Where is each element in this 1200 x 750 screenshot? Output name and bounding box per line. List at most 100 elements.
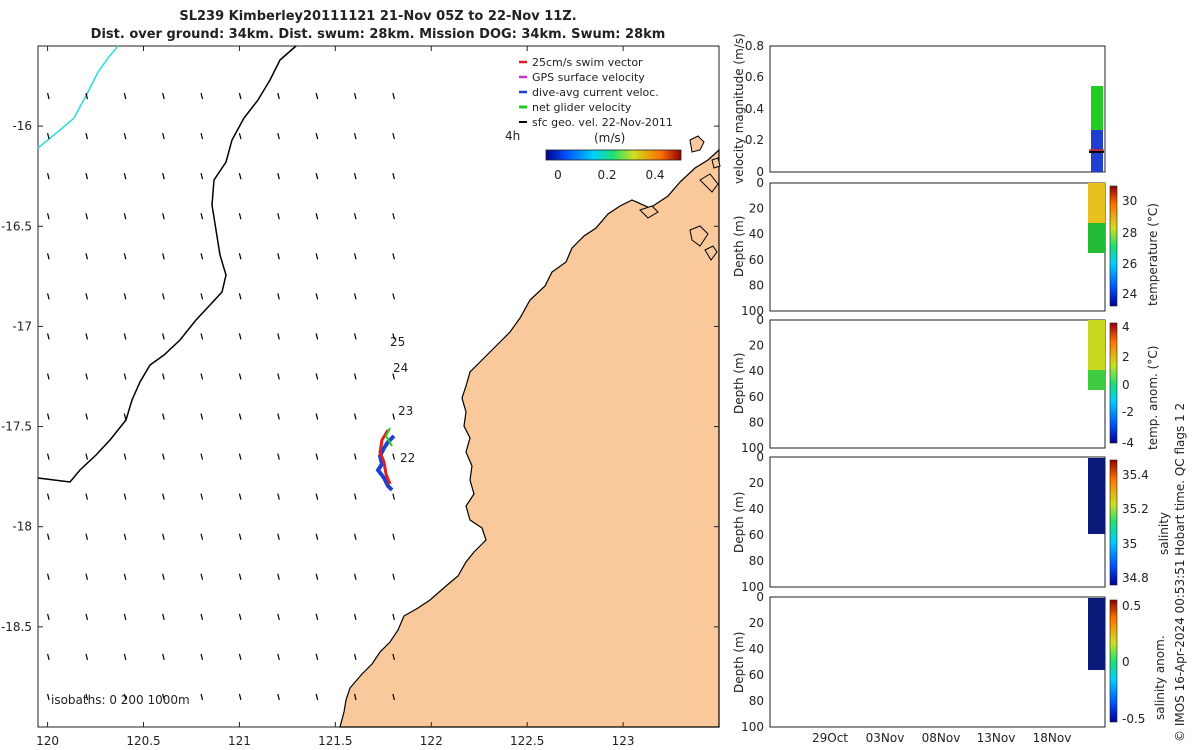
- depth-tick-label: 0: [756, 590, 764, 604]
- velocity-arrow: [315, 573, 319, 580]
- velocity-arrow: [123, 213, 127, 220]
- velocity-arrow: [47, 653, 50, 661]
- velocity-arrow: [353, 573, 357, 580]
- y-tick: 0.8: [745, 39, 764, 53]
- velocity-arrow: [85, 173, 89, 180]
- panel-frame: [769, 182, 1106, 312]
- velocity-arrow: [238, 373, 242, 380]
- velocity-arrow: [162, 653, 165, 661]
- velocity-arrow: [277, 213, 280, 220]
- cb-label: salinity: [1157, 512, 1171, 555]
- velocity-arrow: [392, 132, 395, 140]
- velocity-arrow: [392, 92, 395, 100]
- depth-tick-label: 40: [749, 364, 764, 378]
- velocity-arrow: [353, 693, 357, 701]
- legend-label: dive-avg current veloc.: [532, 86, 659, 99]
- profile-fill-bottom: [1088, 370, 1105, 390]
- velocity-arrow: [392, 453, 395, 460]
- profile-fill-bottom: [1088, 223, 1105, 253]
- lon-tick-label: 123: [612, 734, 635, 748]
- depth-tick-label: 100: [741, 720, 764, 734]
- velocity-arrow: [47, 493, 50, 500]
- velocity-arrow: [85, 213, 89, 220]
- velocity-arrow: [392, 533, 395, 540]
- depth-tick-label: 100: [741, 580, 764, 594]
- velocity-arrow: [200, 573, 204, 580]
- velocity-arrow: [47, 132, 50, 140]
- cb-tick: 0: [1122, 655, 1130, 669]
- velocity-arrow: [315, 173, 319, 180]
- velocity-arrow: [85, 413, 89, 420]
- velocity-arrow: [392, 173, 395, 180]
- velocity-arrow: [123, 493, 127, 500]
- cb-tick: -2: [1122, 405, 1134, 419]
- copyright-note: © IMOS 16-Apr-2024 00:53:51 Hobart time.…: [1173, 403, 1187, 742]
- velocity-arrow: [162, 293, 165, 300]
- velocity-arrow: [123, 653, 127, 661]
- velocity-arrow: [200, 132, 204, 140]
- isobath-200m: [37, 45, 297, 483]
- profile-fill: [1088, 598, 1105, 670]
- cb-tick: 28: [1122, 226, 1137, 240]
- depth-tick-label: 100: [741, 304, 764, 318]
- depth-tick-label: 60: [749, 253, 764, 267]
- velocity-arrow: [162, 613, 165, 620]
- cb-label: salinity anom.: [1153, 635, 1167, 720]
- depth-tick-label: 80: [749, 694, 764, 708]
- velocity-arrow: [47, 293, 50, 300]
- time-tick: 03Nov: [866, 731, 905, 745]
- lon-tick-label: 121: [228, 734, 251, 748]
- velocity-arrow: [162, 333, 165, 340]
- velocity-arrow: [200, 693, 204, 701]
- velocity-arrow: [353, 493, 357, 500]
- depth-axis-label: Depth (m): [732, 492, 746, 553]
- velocity-arrow: [353, 533, 357, 540]
- panel-frame: [769, 45, 1106, 173]
- cb-tick: 35: [1122, 537, 1137, 551]
- velocity-arrow: [123, 333, 127, 340]
- depth-tick-label: 100: [741, 441, 764, 455]
- lon-axis: 120 120.5 121 121.5 122 122.5 123: [36, 46, 635, 748]
- net-velocity-track: [384, 427, 393, 447]
- velocity-arrow: [162, 453, 165, 460]
- depth-axes: 0 20 40 60 80 100 Depth (m) 0 20 40 60 80 100 Depth (…: [732, 176, 764, 734]
- velocity-arrow: [277, 693, 280, 701]
- cb-tick: 30: [1122, 194, 1137, 208]
- velocity-arrow: [162, 173, 165, 180]
- velocity-arrow: [162, 533, 165, 540]
- y-tick: 0.6: [745, 70, 764, 84]
- depth-tick-label: 40: [749, 227, 764, 241]
- depth-axis-label: Depth (m): [732, 353, 746, 414]
- depth-axis-label: Depth (m): [732, 632, 746, 693]
- velocity-arrow: [353, 253, 357, 260]
- velocity-arrow: [353, 613, 357, 620]
- velocity-arrow: [85, 92, 89, 100]
- panel-frame: [769, 456, 1106, 588]
- velocity-arrow: [47, 453, 50, 460]
- day-label: 25: [390, 335, 405, 349]
- velocity-arrow: [277, 653, 280, 661]
- depth-tick-label: 60: [749, 390, 764, 404]
- velocity-arrow: [315, 92, 319, 100]
- day-labels: 25 24 23 22: [390, 335, 415, 465]
- velocity-arrow: [277, 533, 280, 540]
- velocity-arrow: [123, 533, 127, 540]
- velocity-arrow: [392, 253, 395, 260]
- velocity-arrow: [47, 373, 50, 380]
- velocity-arrow: [200, 453, 204, 460]
- velocity-arrow: [238, 253, 242, 260]
- velocity-arrow: [353, 132, 357, 140]
- time-scale-label: 4h: [505, 129, 520, 143]
- depth-tick-label: 0: [756, 450, 764, 464]
- velocity-arrow: [315, 373, 319, 380]
- velocity-arrow: [85, 533, 89, 540]
- lat-tick-label: -18.5: [1, 620, 32, 634]
- islands: [639, 135, 721, 261]
- lon-tick-label: 120: [36, 734, 59, 748]
- velocity-arrow: [47, 573, 50, 580]
- map-panel: 25 24 23 22 25cm/s swim vector GPS surfa…: [1, 45, 721, 748]
- velocity-arrow: [238, 493, 242, 500]
- time-tick: 08Nov: [922, 731, 961, 745]
- velocity-arrow: [353, 373, 357, 380]
